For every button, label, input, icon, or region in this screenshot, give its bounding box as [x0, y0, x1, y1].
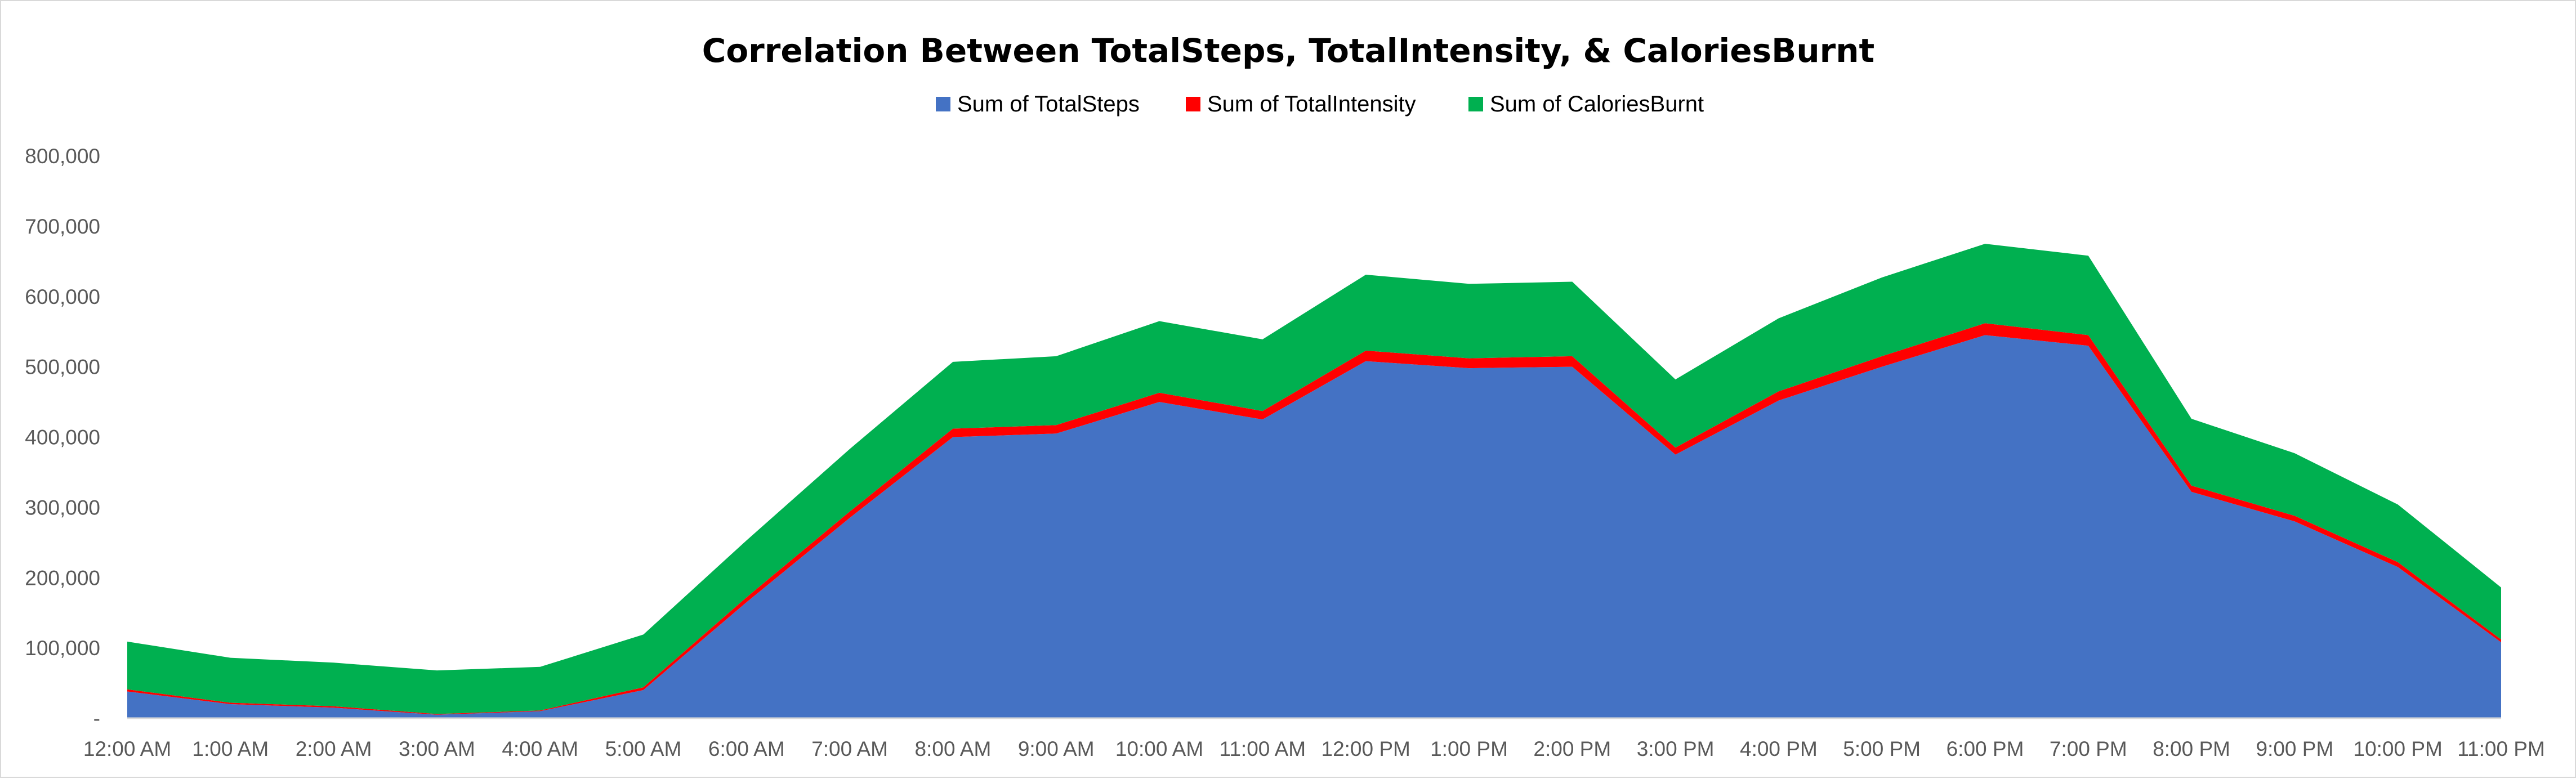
data-point-series-2 — [2500, 587, 2502, 589]
x-tick-label: 8:00 AM — [915, 737, 992, 760]
x-tick-label: 11:00 PM — [2457, 737, 2545, 760]
y-tick-label: 200,000 — [25, 566, 100, 589]
x-tick-label: 9:00 PM — [2256, 737, 2334, 760]
x-tick-label: 3:00 PM — [1637, 737, 1715, 760]
data-point-series-2 — [849, 448, 851, 450]
data-point-series-2 — [1055, 355, 1057, 357]
x-tick-label: 1:00 AM — [192, 737, 269, 760]
legend: Sum of TotalSteps Sum of TotalIntensity Su… — [936, 92, 1704, 117]
x-tick-label: 3:00 AM — [399, 737, 475, 760]
legend-swatch-2 — [1468, 97, 1483, 111]
data-point-series-2 — [436, 669, 438, 671]
data-point-series-2 — [333, 661, 335, 664]
x-tick-label: 9:00 AM — [1018, 737, 1095, 760]
legend-swatch-0 — [936, 97, 950, 111]
data-point-series-2 — [1261, 338, 1264, 341]
data-point-series-2 — [1158, 320, 1160, 323]
legend-label-2: Sum of CaloriesBurnt — [1490, 92, 1704, 117]
data-point-series-2 — [1881, 276, 1883, 279]
x-tick-label: 6:00 AM — [708, 737, 785, 760]
x-axis: 12:00 AM 1:00 AM 2:00 AM 3:00 AM 4:00 AM 5:00… — [83, 717, 2545, 760]
data-point-series-2 — [1571, 281, 1573, 283]
y-tick-label: 700,000 — [25, 215, 100, 238]
x-tick-label: 5:00 AM — [605, 737, 682, 760]
data-point-series-2 — [229, 657, 231, 659]
y-tick-label: 100,000 — [25, 637, 100, 660]
data-point-series-2 — [2190, 418, 2193, 420]
data-point-series-2 — [745, 539, 748, 541]
data-point-series-2 — [2087, 254, 2090, 257]
x-tick-label: 7:00 PM — [2050, 737, 2127, 760]
data-point-series-2 — [1984, 243, 1986, 245]
x-tick-label: 12:00 PM — [1322, 737, 1410, 760]
y-tick-label: 800,000 — [25, 145, 100, 168]
y-tick-label: 600,000 — [25, 285, 100, 308]
x-tick-label: 12:00 AM — [83, 737, 171, 760]
chart-title: Correlation Between TotalSteps, TotalInt… — [702, 32, 1874, 70]
data-point-series-2 — [1468, 283, 1470, 285]
data-point-series-2 — [642, 633, 645, 635]
data-point-series-2 — [2397, 503, 2399, 505]
legend-swatch-1 — [1186, 97, 1200, 111]
x-tick-label: 4:00 AM — [502, 737, 578, 760]
legend-label-1: Sum of TotalIntensity — [1207, 92, 1416, 117]
x-tick-label: 5:00 PM — [1843, 737, 1921, 760]
data-point-series-2 — [539, 666, 541, 668]
data-point-series-2 — [126, 641, 128, 643]
x-tick-label: 4:00 PM — [1740, 737, 1818, 760]
x-tick-label: 7:00 AM — [811, 737, 888, 760]
x-tick-label: 11:00 AM — [1220, 737, 1306, 760]
x-tick-label: 6:00 PM — [1946, 737, 2024, 760]
x-tick-label: 2:00 PM — [1533, 737, 1611, 760]
y-tick-label: 400,000 — [25, 426, 100, 449]
data-point-series-2 — [2293, 452, 2296, 454]
y-tick-label: 500,000 — [25, 356, 100, 379]
data-point-series-2 — [1675, 378, 1677, 380]
data-point-series-2 — [1365, 274, 1367, 276]
x-tick-label: 8:00 PM — [2153, 737, 2230, 760]
legend-label-0: Sum of TotalSteps — [957, 92, 1140, 117]
y-axis: - 100,000 200,000 300,000 400,000 500,000 600,… — [25, 145, 100, 730]
data-point-series-2 — [952, 361, 954, 363]
x-tick-label: 10:00 PM — [2354, 737, 2443, 760]
x-tick-label: 1:00 PM — [1430, 737, 1508, 760]
x-tick-label: 10:00 AM — [1115, 737, 1203, 760]
y-tick-label: 300,000 — [25, 496, 100, 519]
plot-area — [126, 243, 2502, 718]
y-tick-label: - — [93, 707, 100, 730]
x-tick-label: 2:00 AM — [296, 737, 372, 760]
data-point-series-2 — [1778, 317, 1780, 320]
area-series-0 — [127, 335, 2501, 718]
area-series-2 — [127, 244, 2501, 714]
